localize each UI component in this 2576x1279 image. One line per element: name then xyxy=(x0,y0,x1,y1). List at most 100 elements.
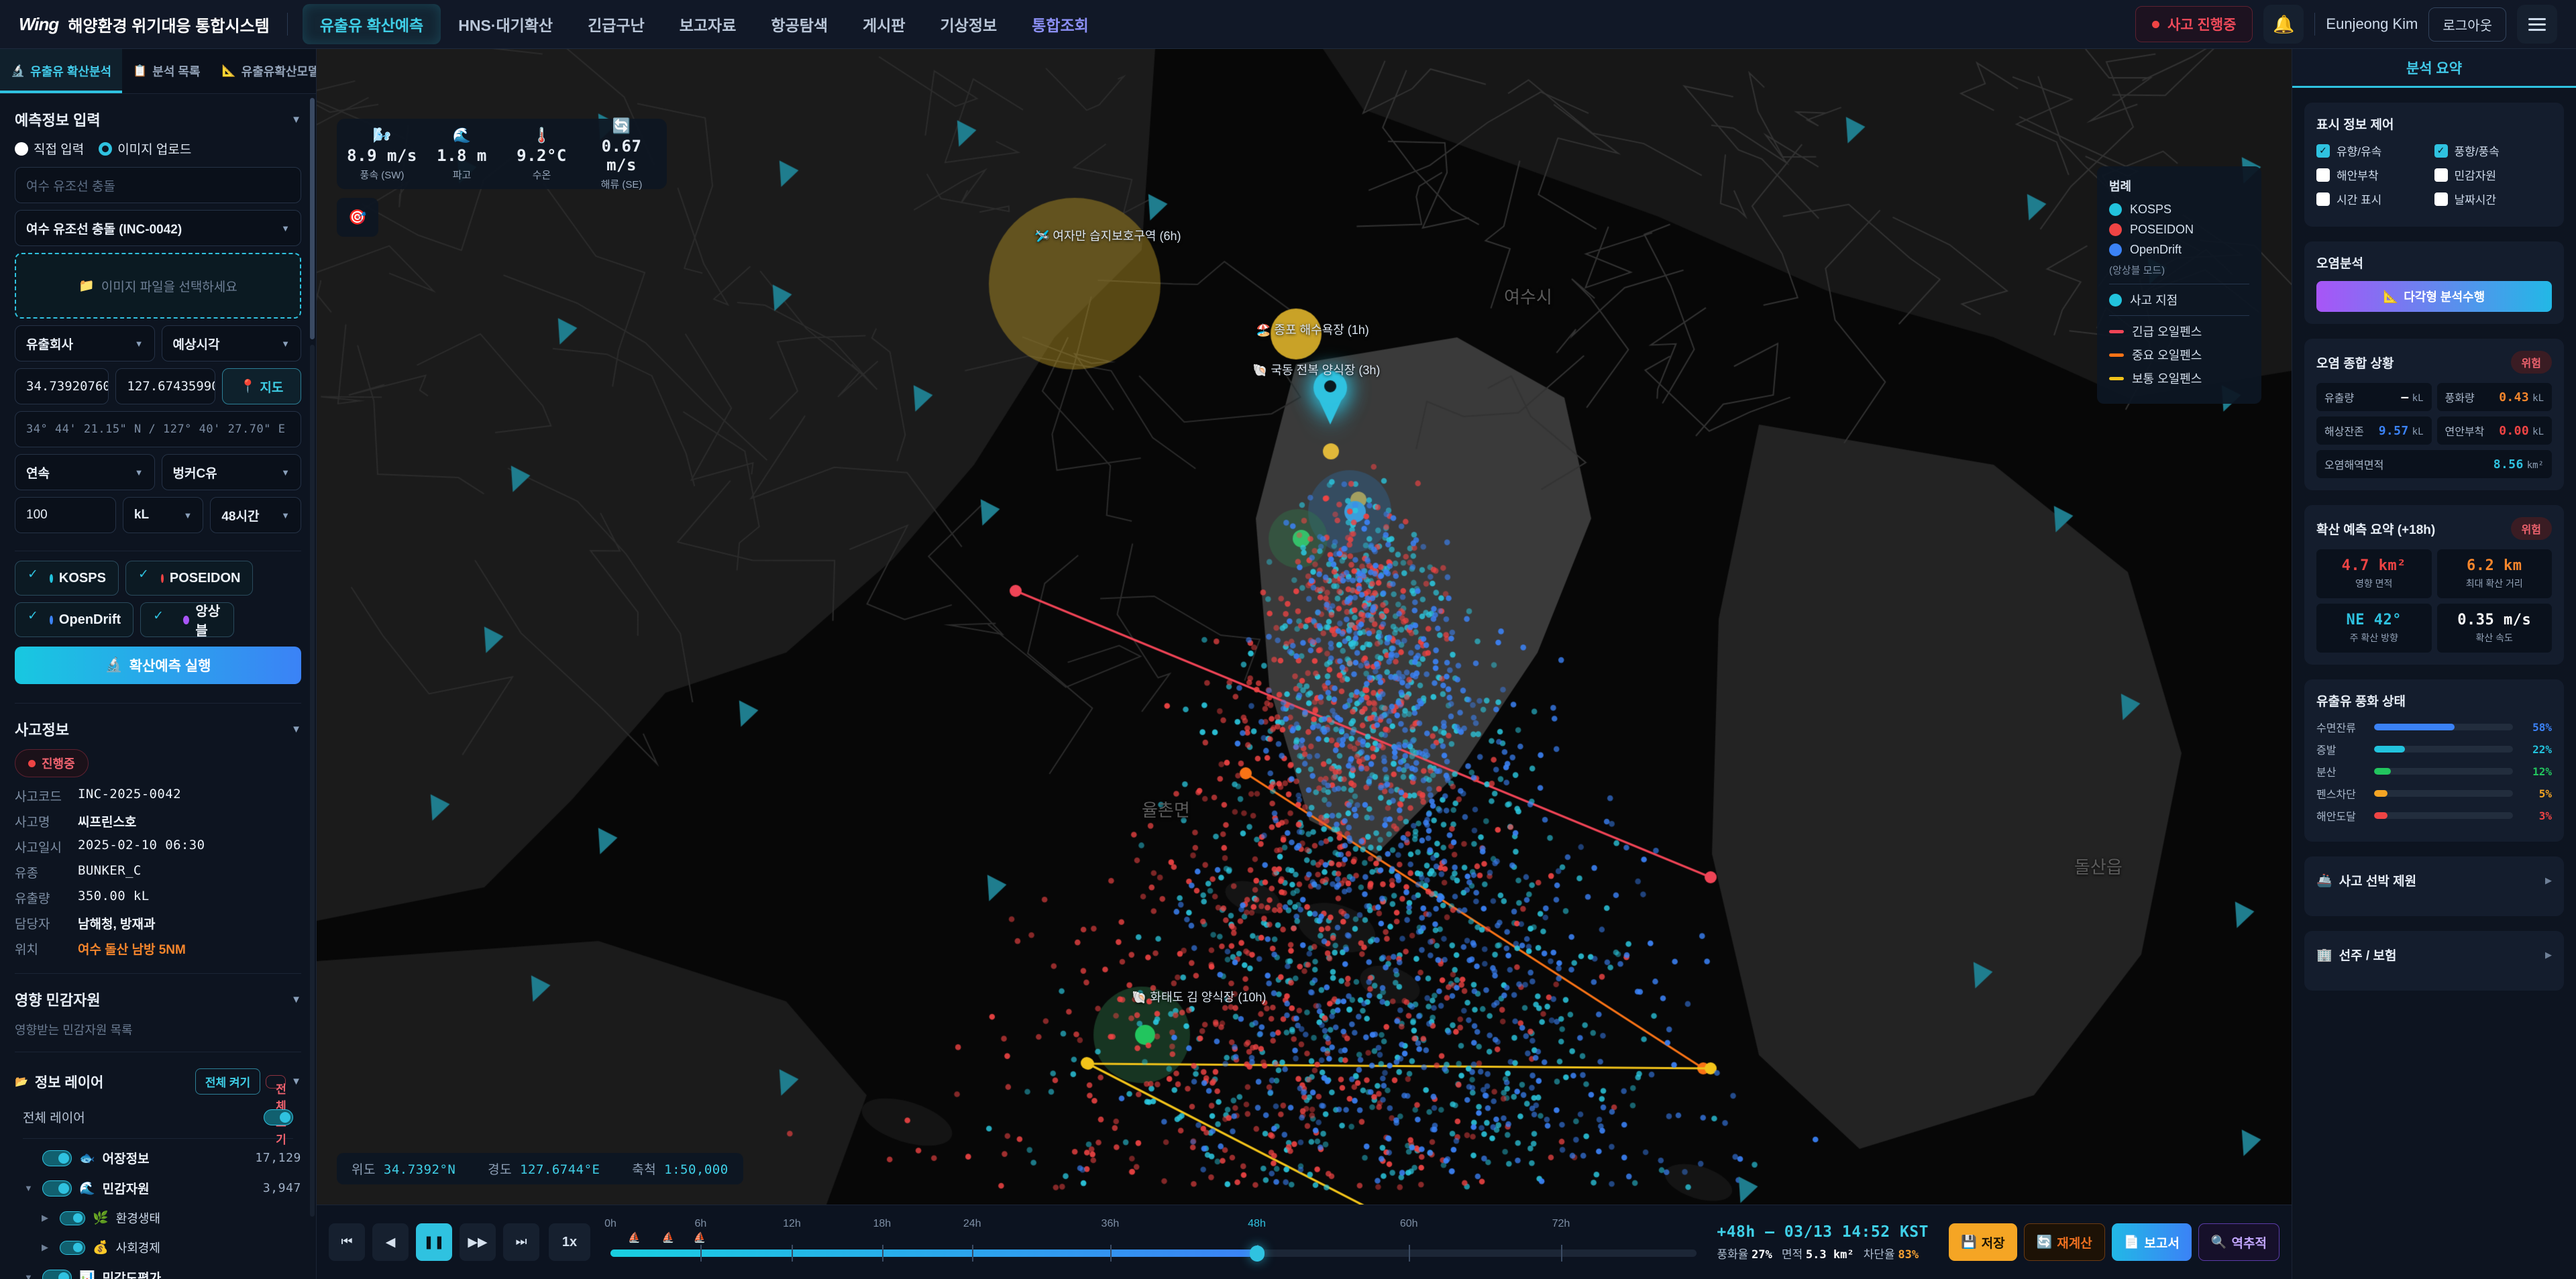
legend-incident-point: 사고 지점 xyxy=(2109,291,2249,309)
map-view[interactable]: 🌬️ 8.9 m/s 풍속 (SW) 🌊 1.8 m 파고 🌡️ 9.2°C 수온 🔄 0.67 m… xyxy=(317,49,2292,1205)
scrollbar-thumb[interactable] xyxy=(310,98,315,339)
bell-icon[interactable]: 🔔 xyxy=(2263,5,2304,44)
playback-speed-button[interactable]: 1x xyxy=(549,1223,590,1261)
hamburger-icon[interactable] xyxy=(2517,5,2557,44)
company-select[interactable]: 유출회사 ▼ xyxy=(15,325,155,362)
incident-status-chip[interactable]: 사고 진행중 xyxy=(2135,6,2253,42)
chevron-down-icon[interactable]: ▼ xyxy=(291,114,301,125)
expand-arrow-icon[interactable]: ▼ xyxy=(24,1272,35,1279)
checkbox-icon[interactable] xyxy=(2316,168,2330,182)
layer-row-3[interactable]: ▶ 💰 사회경제 xyxy=(15,1233,301,1262)
model-toggle-앙상블[interactable]: ✓ 앙상블 xyxy=(140,602,234,637)
logout-button[interactable]: 로그아웃 xyxy=(2428,7,2506,42)
all-layers-row[interactable]: 전체 레이어 xyxy=(15,1104,301,1134)
expand-arrow-icon[interactable]: ▼ xyxy=(24,1183,35,1193)
action-save-button[interactable]: 💾 저장 xyxy=(1949,1223,2017,1261)
display-checkbox-1[interactable]: ✓ 풍향/풍속 xyxy=(2434,142,2553,159)
timeline-thumb[interactable] xyxy=(1250,1245,1265,1262)
layers-all-off-button[interactable]: 전체 끄기 xyxy=(266,1075,286,1089)
display-checkbox-0[interactable]: ✓ 유향/유속 xyxy=(2316,142,2434,159)
section-header[interactable]: 예측정보 입력 ▼ xyxy=(15,105,301,140)
all-layers-toggle[interactable] xyxy=(264,1109,293,1125)
accordion-0[interactable]: 🚢 사고 선박 제원 ▶ xyxy=(2304,856,2564,916)
layers-all-on-button[interactable]: 전체 켜기 xyxy=(195,1068,260,1095)
accordion-header[interactable]: 🚢 사고 선박 제원 ▶ xyxy=(2316,871,2552,889)
tab-2[interactable]: 📐 유출유확산모델 이론 xyxy=(211,49,317,93)
accordion-1[interactable]: 🏢 선주 / 보험 ▶ xyxy=(2304,931,2564,991)
checkbox-icon[interactable] xyxy=(2434,192,2448,206)
model-toggle-kosps[interactable]: ✓ KOSPS xyxy=(15,561,119,596)
accordion-header[interactable]: 🏢 선주 / 보험 ▶ xyxy=(2316,946,2552,964)
tab-0[interactable]: 🔬 유출유 확산분석 xyxy=(0,49,122,93)
checkbox-icon[interactable]: ✓ xyxy=(2434,144,2448,158)
display-checkbox-3[interactable]: 민감자원 xyxy=(2434,166,2553,183)
chevron-right-icon[interactable]: ▶ xyxy=(2545,875,2552,886)
map-canvas[interactable] xyxy=(317,49,2292,1205)
nav-item-0[interactable]: 유출유 확산예측 xyxy=(303,4,441,44)
radio-image-upload[interactable]: 이미지 업로드 xyxy=(99,140,191,158)
chevron-right-icon[interactable]: ▶ xyxy=(2545,950,2552,960)
action-recalc-button[interactable]: 🔄 재계산 xyxy=(2024,1223,2105,1261)
radio-direct-input[interactable]: 직접 입력 xyxy=(15,140,84,158)
tab-1[interactable]: 📋 분석 목록 xyxy=(122,49,211,93)
nav-item-3[interactable]: 보고자료 xyxy=(662,4,754,44)
nav-item-2[interactable]: 긴급구난 xyxy=(570,4,662,44)
display-checkbox-4[interactable]: 시간 표시 xyxy=(2316,190,2434,207)
display-checkbox-5[interactable]: 날짜시간 xyxy=(2434,190,2553,207)
longitude-input[interactable]: 127.6743599033 xyxy=(115,368,215,404)
layer-toggle[interactable] xyxy=(60,1211,85,1225)
checkbox-icon[interactable] xyxy=(2316,192,2330,206)
polygon-analysis-button[interactable]: 📐 다각형 분석수행 xyxy=(2316,281,2552,312)
step-back-button[interactable]: ◀ xyxy=(372,1223,409,1261)
skip-back-button[interactable]: ⏮ xyxy=(329,1223,365,1261)
checkbox-icon[interactable] xyxy=(2434,168,2448,182)
nav-item-5[interactable]: 게시판 xyxy=(845,4,922,44)
pick-on-map-button[interactable]: 📍 지도 xyxy=(222,368,301,404)
duration-select[interactable]: 48시간 ▼ xyxy=(210,497,301,533)
incident-name-input[interactable]: 여수 유조선 충돌 xyxy=(15,167,301,203)
layer-toggle[interactable] xyxy=(42,1180,72,1197)
model-toggle-poseidon[interactable]: ✓ POSEIDON xyxy=(125,561,254,596)
oil-type-select[interactable]: 벙커C유 ▼ xyxy=(162,454,302,490)
nav-item-6[interactable]: 기상정보 xyxy=(923,4,1015,44)
nav-item-7[interactable]: 통합조회 xyxy=(1014,4,1106,44)
layer-toggle[interactable] xyxy=(60,1241,85,1255)
section-header[interactable]: 사고정보 ▼ xyxy=(15,714,301,749)
section-header[interactable]: 영향 민감자원 ▼ xyxy=(15,985,301,1019)
run-prediction-button[interactable]: 🔬 확산예측 실행 xyxy=(15,647,301,684)
layer-row-1[interactable]: ▼ 🌊 민감자원 3,947 xyxy=(15,1173,301,1203)
image-dropzone[interactable]: 📁 이미지 파일을 선택하세요 xyxy=(15,253,301,319)
expand-arrow-icon[interactable]: ▶ xyxy=(42,1213,52,1223)
nav-item-4[interactable]: 항공탐색 xyxy=(753,4,845,44)
time-select[interactable]: 예상시각 ▼ xyxy=(162,325,302,362)
layer-toggle[interactable] xyxy=(42,1270,72,1279)
layer-toggle[interactable] xyxy=(42,1150,72,1166)
chevron-down-icon[interactable]: ▼ xyxy=(291,994,301,1005)
layer-label: 사회경제 xyxy=(116,1239,160,1256)
spill-mode-select[interactable]: 연속 ▼ xyxy=(15,454,155,490)
display-checkbox-2[interactable]: 해안부착 xyxy=(2316,166,2434,183)
model-toggle-opendrift[interactable]: ✓ OpenDrift xyxy=(15,602,133,637)
unit-select[interactable]: kL ▼ xyxy=(123,497,203,533)
timeline-slider[interactable]: 0h 6h 12h 18h 24h 36h 48h 60h 72h ⛵ ⛵ ⛵ xyxy=(610,1218,1697,1266)
timeline-track[interactable] xyxy=(610,1249,1697,1257)
amount-input[interactable]: 100 xyxy=(15,497,116,533)
play-forward-button[interactable]: ▶▶ xyxy=(460,1223,496,1261)
chevron-down-icon[interactable]: ▼ xyxy=(291,1076,301,1087)
chevron-down-icon[interactable]: ▼ xyxy=(291,724,301,735)
legend-label: KOSPS xyxy=(2130,203,2171,217)
layer-row-0[interactable]: 🐟 어장정보 17,129 xyxy=(15,1143,301,1173)
skip-forward-button[interactable]: ⏭ xyxy=(503,1223,539,1261)
latitude-input[interactable]: 34.7392076023 xyxy=(15,368,109,404)
expand-arrow-icon[interactable]: ▶ xyxy=(42,1242,52,1253)
incident-select[interactable]: 여수 유조선 충돌 (INC-0042) ▼ xyxy=(15,210,301,246)
nav-item-1[interactable]: HNS·대기확산 xyxy=(441,4,570,44)
action-trace-button[interactable]: 🔍 역추적 xyxy=(2198,1223,2279,1261)
action-report-button[interactable]: 📄 보고서 xyxy=(2112,1223,2192,1261)
pause-button[interactable]: ❚❚ xyxy=(416,1223,452,1261)
layer-row-4[interactable]: ▼ 📊 민감도평가 xyxy=(15,1262,301,1279)
scrollbar-track[interactable] xyxy=(310,345,315,1217)
checkbox-icon[interactable]: ✓ xyxy=(2316,144,2330,158)
layer-row-2[interactable]: ▶ 🌿 환경생태 xyxy=(15,1203,301,1233)
target-icon[interactable]: 🎯 xyxy=(337,198,378,237)
